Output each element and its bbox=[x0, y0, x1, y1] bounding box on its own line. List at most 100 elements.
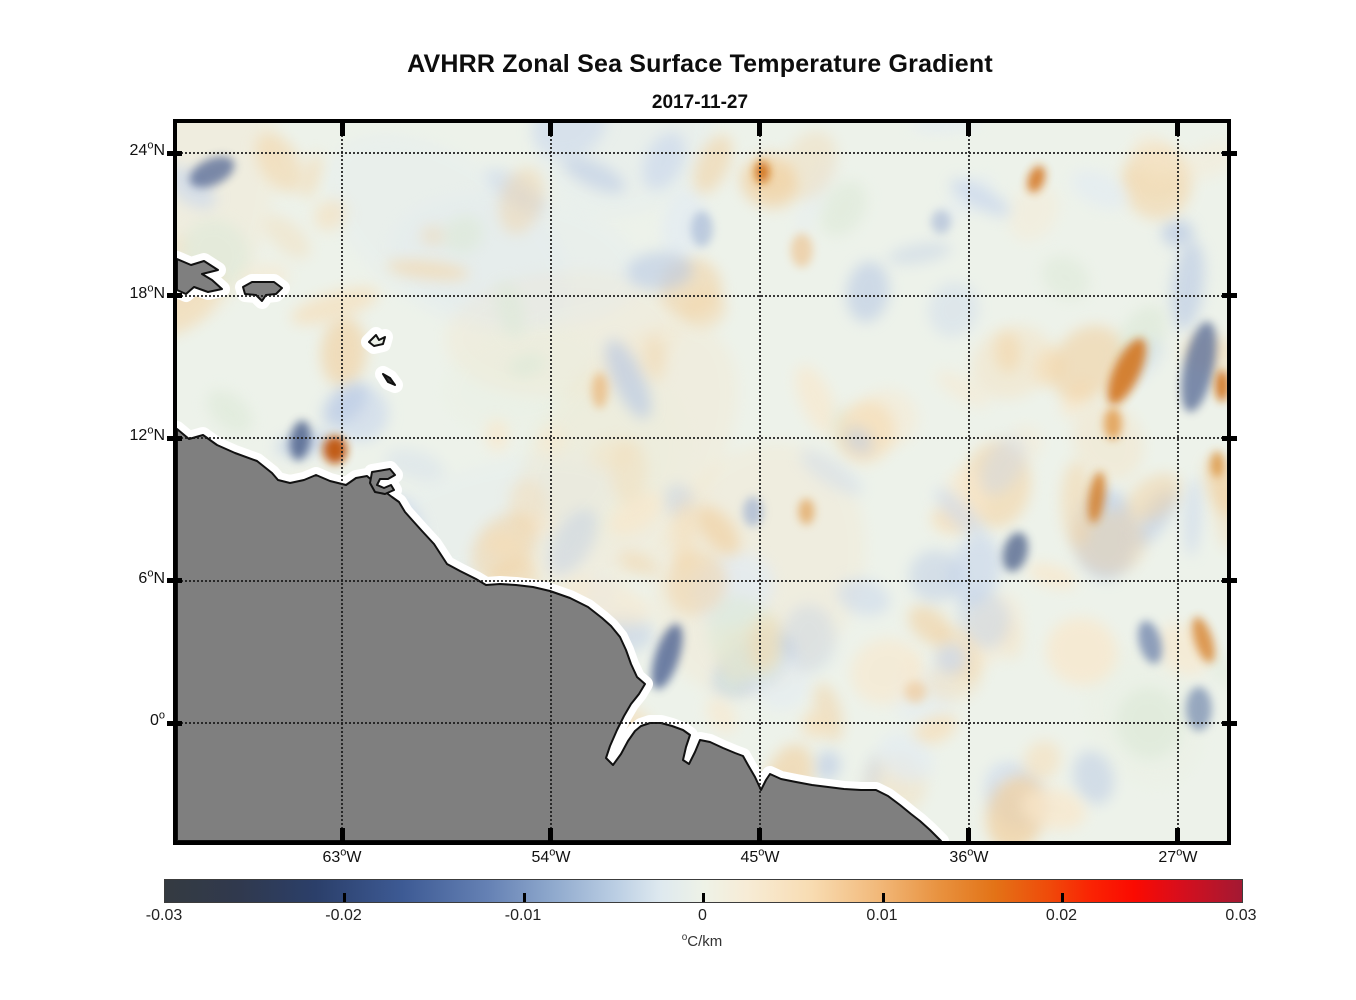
degree-symbol: o bbox=[967, 846, 974, 859]
ocean-blob bbox=[562, 155, 626, 194]
y-tick-left bbox=[167, 150, 182, 156]
colorbar-tick bbox=[702, 893, 705, 902]
colorbar-tick bbox=[1061, 893, 1064, 902]
tick-suffix: W bbox=[973, 849, 989, 866]
tick-number: 36 bbox=[949, 849, 968, 866]
x-tick-bottom bbox=[339, 828, 345, 841]
ocean-blob bbox=[748, 615, 783, 672]
ocean-blob bbox=[626, 251, 693, 291]
colorbar-unit-label: oC/km bbox=[627, 933, 777, 951]
ocean-blob bbox=[1192, 616, 1215, 663]
mainland-south-america bbox=[177, 428, 942, 841]
degree-symbol: o bbox=[147, 424, 154, 437]
ocean-blob bbox=[1171, 240, 1205, 331]
colorbar-tick-label: 0.03 bbox=[1225, 907, 1257, 924]
chart-subtitle: 2017-11-27 bbox=[651, 92, 749, 113]
ocean-blob bbox=[547, 509, 598, 576]
x-axis-label: 36oW bbox=[924, 846, 1014, 867]
ocean-features bbox=[189, 156, 1227, 731]
ocean-blob bbox=[846, 261, 890, 323]
x-tick-bottom bbox=[757, 828, 763, 841]
ocean-blob bbox=[837, 578, 891, 616]
ocean-blob bbox=[611, 439, 647, 504]
tick-number: 6 bbox=[138, 569, 148, 587]
y-tick-left bbox=[167, 435, 182, 441]
ocean-blob bbox=[1184, 477, 1202, 557]
gridline-vertical bbox=[1176, 123, 1179, 841]
x-axis-label: 54oW bbox=[506, 847, 596, 867]
ocean-blob bbox=[255, 132, 304, 193]
x-tick-bottom bbox=[548, 828, 554, 841]
ocean-blob bbox=[783, 131, 837, 200]
x-tick-top bbox=[339, 123, 345, 136]
degree-symbol: o bbox=[147, 282, 154, 295]
gridline-vertical bbox=[549, 123, 552, 841]
ocean-blob bbox=[1208, 653, 1227, 687]
ocean-blob bbox=[1027, 563, 1077, 589]
y-axis-label: 0o bbox=[52, 710, 165, 730]
tick-suffix: W bbox=[555, 849, 571, 866]
degree-symbol: o bbox=[147, 139, 154, 152]
ocean-blob bbox=[739, 159, 798, 209]
ocean-blob bbox=[1215, 369, 1227, 402]
ocean-blob bbox=[1138, 620, 1163, 664]
ocean-blob bbox=[742, 496, 763, 527]
ocean-blob bbox=[693, 135, 733, 194]
tick-number: 27 bbox=[1158, 849, 1177, 866]
ocean-blob bbox=[1046, 617, 1118, 686]
ocean-blob bbox=[1125, 473, 1181, 523]
colorbar-tick bbox=[343, 893, 346, 902]
ocean-blob bbox=[798, 498, 815, 525]
ocean-blob bbox=[695, 505, 740, 556]
degree-symbol: o bbox=[340, 846, 347, 859]
ocean-blob bbox=[904, 681, 927, 704]
tick-suffix: N bbox=[153, 142, 165, 159]
ocean-blob bbox=[264, 215, 311, 259]
ocean-blob bbox=[591, 372, 608, 409]
gridline-vertical bbox=[967, 123, 970, 841]
ocean-texture bbox=[177, 123, 1227, 841]
tick-suffix: W bbox=[346, 849, 362, 866]
y-axis-label: 12oN bbox=[52, 424, 165, 445]
x-tick-top bbox=[548, 123, 554, 136]
ocean-blob bbox=[320, 317, 367, 387]
ocean-blob bbox=[819, 180, 867, 237]
x-tick-bottom bbox=[966, 828, 972, 841]
ocean-blob bbox=[931, 209, 952, 234]
ocean-blob bbox=[909, 550, 962, 603]
tick-number: 0 bbox=[149, 712, 159, 729]
gridline-horizontal bbox=[177, 294, 1227, 297]
colorbar-tick-label: 0 bbox=[698, 907, 707, 924]
ocean-blob bbox=[1103, 407, 1122, 440]
x-tick-top bbox=[966, 123, 972, 136]
map-canvas bbox=[177, 123, 1227, 841]
ocean-blob bbox=[1071, 169, 1128, 210]
ocean-blob bbox=[680, 289, 727, 330]
ocean-blob bbox=[1132, 132, 1176, 179]
tick-number: 45 bbox=[740, 849, 759, 866]
ocean-blob bbox=[618, 551, 660, 577]
colorbar-tick-label: -0.02 bbox=[325, 907, 362, 924]
ocean-blob bbox=[979, 436, 1026, 496]
ocean-blob bbox=[908, 605, 951, 645]
colorbar-unit-text: C/km bbox=[687, 933, 723, 950]
ocean-blob bbox=[644, 335, 666, 382]
ocean-blob bbox=[323, 435, 348, 464]
ocean-blob bbox=[485, 531, 523, 559]
ocean-blob bbox=[814, 750, 841, 781]
y-tick-right bbox=[1222, 293, 1237, 298]
ocean-blob bbox=[301, 152, 322, 200]
ocean-blob bbox=[1041, 255, 1090, 301]
ocean-blob bbox=[177, 165, 216, 210]
colorbar-tick-label: 0.02 bbox=[1045, 907, 1078, 924]
ocean-blob bbox=[782, 604, 836, 673]
y-tick-right bbox=[1222, 150, 1237, 156]
y-axis-label: 18oN bbox=[52, 282, 165, 303]
ocean-blob bbox=[1073, 510, 1146, 575]
ocean-blob bbox=[706, 696, 737, 734]
colorbar-tick bbox=[522, 893, 526, 902]
y-axis-label: 6oN bbox=[52, 568, 165, 588]
tick-suffix: N bbox=[153, 569, 165, 587]
ocean-blob bbox=[845, 427, 873, 454]
